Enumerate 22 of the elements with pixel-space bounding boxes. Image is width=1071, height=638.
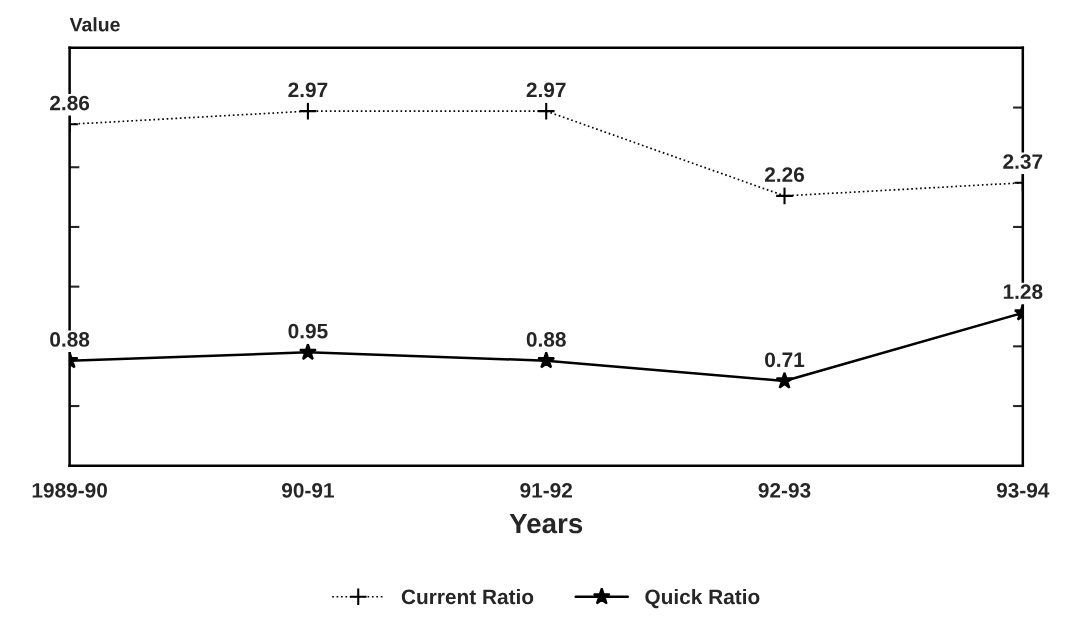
x-tick-label: 92-93 xyxy=(758,482,811,498)
legend-label: Quick Ratio xyxy=(645,588,760,609)
x-tick-label: 90-91 xyxy=(282,482,334,498)
data-label: 0.95 xyxy=(288,323,328,339)
legend-label: Current Ratio xyxy=(401,588,534,605)
x-tick-label: 93-94 xyxy=(996,482,1050,498)
point xyxy=(536,101,556,121)
data-label: 2.97 xyxy=(288,82,328,98)
data-label: 0.71 xyxy=(765,352,805,368)
point xyxy=(537,351,556,369)
y-axis-title: Value xyxy=(69,17,120,32)
data-label: 0.88 xyxy=(50,332,90,347)
data-label: 2.86 xyxy=(50,95,90,111)
x-tick-label: 1989-90 xyxy=(32,482,107,498)
x-axis-title: Years xyxy=(509,513,583,534)
data-label: 2.26 xyxy=(764,167,805,183)
data-label: 2.97 xyxy=(526,82,566,98)
data-label: 2.37 xyxy=(1003,154,1043,169)
data-label: 0.88 xyxy=(526,332,566,347)
point xyxy=(298,101,318,121)
x-tick-label: 91-92 xyxy=(520,482,573,498)
data-label: 1.28 xyxy=(1003,284,1043,300)
